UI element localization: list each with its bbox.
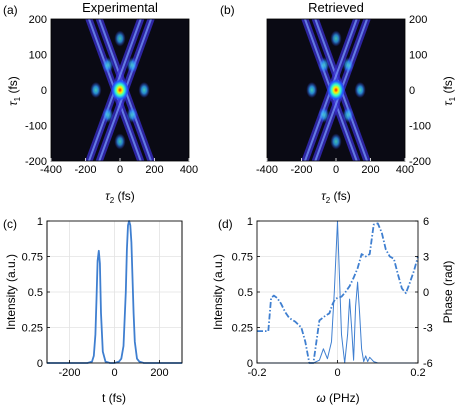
- panel-b-xlabel: τ2 (fs): [321, 189, 351, 205]
- panel-b-heatmap: [301, 19, 371, 161]
- panel-b-spot: [318, 106, 330, 123]
- panel-a-spot: [138, 82, 150, 98]
- panel-a-xtick-label: 0: [117, 164, 123, 176]
- panel-d-ytick-label: 1: [247, 216, 253, 228]
- panel-b-spot: [330, 133, 342, 150]
- panel-c-ytick-label: 0.5: [28, 287, 43, 299]
- panel-d-ytick-label: 0.25: [232, 323, 253, 335]
- panel-b-spot: [354, 82, 366, 98]
- panel-c: (c) -200 0 200 1 0.75 0.5 0.25 0 Intensity (a.u…: [3, 216, 183, 405]
- panel-a-spot: [111, 79, 129, 101]
- panel-b-ylabel: τ1 (fs): [441, 76, 457, 106]
- panel-c-ytick-label: 0.75: [22, 252, 43, 264]
- panel-d-ytick-label: 0: [247, 358, 253, 370]
- panel-a-xtick-label: 200: [145, 164, 163, 176]
- panel-d-xlabel: ω (PHz): [316, 391, 359, 405]
- panel-c-ytick-label: 0.25: [22, 323, 43, 335]
- panel-b-spot: [342, 57, 354, 74]
- panel-b-xtick-label: 0: [333, 164, 339, 176]
- panel-d-ytick-label: 0.75: [232, 252, 253, 264]
- panel-c-xlabel: t (fs): [102, 391, 126, 405]
- panel-c-letter: (c): [3, 217, 17, 231]
- panel-c-ylabel: Intensity (a.u.): [4, 254, 18, 330]
- panel-b-spot: [306, 82, 318, 98]
- panel-a-ytick-label: 0: [41, 85, 47, 97]
- panel-b-ytick-label: 0: [409, 85, 415, 97]
- panel-b-xtick-label: -400: [256, 164, 278, 176]
- panel-b-spot: [342, 106, 354, 123]
- panel-b-ytick-label: -200: [409, 156, 431, 168]
- panel-d-xtick-label: 0.2: [410, 367, 425, 379]
- panel-a-spot: [90, 82, 102, 98]
- panel-a-ytick-label: -100: [25, 121, 47, 133]
- panel-a-title: Experimental: [82, 0, 158, 15]
- panel-a-xtick-label: -400: [40, 164, 62, 176]
- panel-d-ytick-right-label: -3: [423, 323, 433, 335]
- panel-d-ylabel-right: Phase (rad): [441, 261, 455, 324]
- panel-a-spot: [126, 106, 138, 123]
- panel-b-ytick-label: 200: [409, 14, 427, 26]
- panel-a-heatmap: [85, 19, 155, 161]
- panel-d-ytick-right-label: 3: [423, 252, 429, 264]
- panel-c-xtick-label: -200: [58, 367, 80, 379]
- panel-a-spot: [102, 57, 114, 74]
- panel-b-xtick-label: 200: [361, 164, 379, 176]
- panel-b-ticks: -400 -200 0 200 400 200 100 0 -100 -200: [256, 14, 431, 176]
- panel-b-letter: (b): [220, 3, 235, 17]
- panel-a-ytick-label: -200: [25, 156, 47, 168]
- panel-a-xlabel: τ2 (fs): [105, 189, 135, 205]
- panel-a: (a) Experimental -400 -200 0 200 4002001000-…: [3, 0, 198, 205]
- panel-b: (b) Retrieved -400 -200 0 200 400 200 100 0 -100…: [220, 0, 457, 205]
- panel-a-spot: [126, 57, 138, 74]
- panel-a-xtick-label: 400: [180, 164, 198, 176]
- panel-d-series-line: [257, 220, 418, 364]
- panel-a-spot: [114, 133, 126, 150]
- panel-b-xtick-label: -200: [290, 164, 312, 176]
- panel-d-ylabel: Intensity (a.u.): [211, 254, 225, 330]
- panel-b-ytick-label: -100: [409, 121, 431, 133]
- panel-d-ytick-right-label: 6: [423, 216, 429, 228]
- panel-a-ylabel: τ1 (fs): [6, 76, 22, 106]
- panel-b-title: Retrieved: [308, 0, 364, 15]
- panel-b-spot: [330, 30, 342, 47]
- panel-b-spot: [318, 57, 330, 74]
- panel-c-plot: -200 0 200 1 0.75 0.5 0.25 0: [22, 216, 183, 379]
- panel-d-ytick-right-label: -6: [423, 358, 433, 370]
- panel-c-xtick-label: 0: [111, 367, 117, 379]
- panel-a-spot: [102, 106, 114, 123]
- panel-c-ytick-label: 0: [37, 358, 43, 370]
- panel-c-series-line: [47, 220, 182, 364]
- panel-c-ytick-label: 1: [37, 216, 43, 228]
- panel-d-series-line: [257, 222, 419, 364]
- panel-d-xtick-label: 0: [334, 367, 340, 379]
- panel-b-ytick-label: 100: [409, 50, 427, 62]
- panel-b-spot: [327, 79, 345, 101]
- panel-a-letter: (a): [3, 3, 18, 17]
- panel-a-xtick-label: -200: [74, 164, 96, 176]
- panel-d-ytick-right-label: 0: [423, 287, 429, 299]
- panel-a-spot: [114, 30, 126, 47]
- panel-d-xtick-label: -0.2: [248, 367, 267, 379]
- panel-c-xtick-label: 200: [150, 367, 168, 379]
- panel-d-letter: (d): [218, 217, 233, 231]
- panel-a-ytick-label: 200: [29, 14, 47, 26]
- panel-d-ytick-label: 0.5: [238, 287, 253, 299]
- panel-b-xtick-label: 400: [396, 164, 414, 176]
- panel-a-ytick-label: 100: [29, 50, 47, 62]
